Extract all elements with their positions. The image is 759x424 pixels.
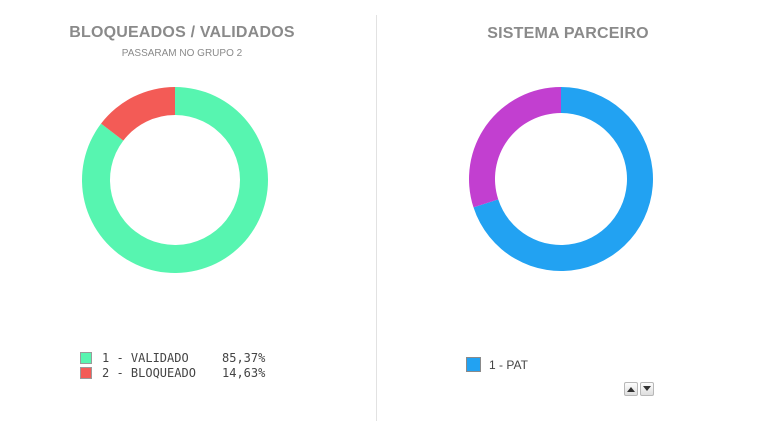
left-chart-panel: BLOQUEADOS / VALIDADOS PASSARAM NO GRUPO… [0, 0, 376, 424]
right-chart-panel: SISTEMA PARCEIRO 1 - PAT [377, 0, 759, 424]
chevron-up-icon [627, 387, 635, 392]
chart-title: SISTEMA PARCEIRO [487, 25, 649, 42]
donut-slice-2[interactable] [101, 87, 175, 141]
legend-label: 1 - VALIDADO [102, 351, 189, 365]
panel-divider [376, 15, 377, 421]
legend-value: 85,37% [222, 351, 266, 365]
legend-swatch [80, 367, 92, 379]
donut-slice-1[interactable] [81, 87, 268, 273]
donut-slice-2[interactable] [469, 87, 561, 208]
legend-page-down-button[interactable] [640, 382, 654, 396]
legend-value: 14,63% [222, 366, 266, 380]
donut-chart-right [469, 87, 653, 271]
chart-title: BLOQUEADOS / VALIDADOS [69, 24, 295, 41]
legend-page-up-button[interactable] [624, 382, 638, 396]
chevron-down-icon [643, 386, 651, 391]
legend-label: 1 - PAT [489, 358, 528, 372]
donut-chart-left [81, 87, 268, 273]
legend-label: 2 - BLOQUEADO [102, 366, 196, 380]
chart-subtitle: PASSARAM NO GRUPO 2 [121, 48, 243, 59]
legend-swatch [80, 352, 92, 364]
legend-swatch [466, 357, 481, 372]
